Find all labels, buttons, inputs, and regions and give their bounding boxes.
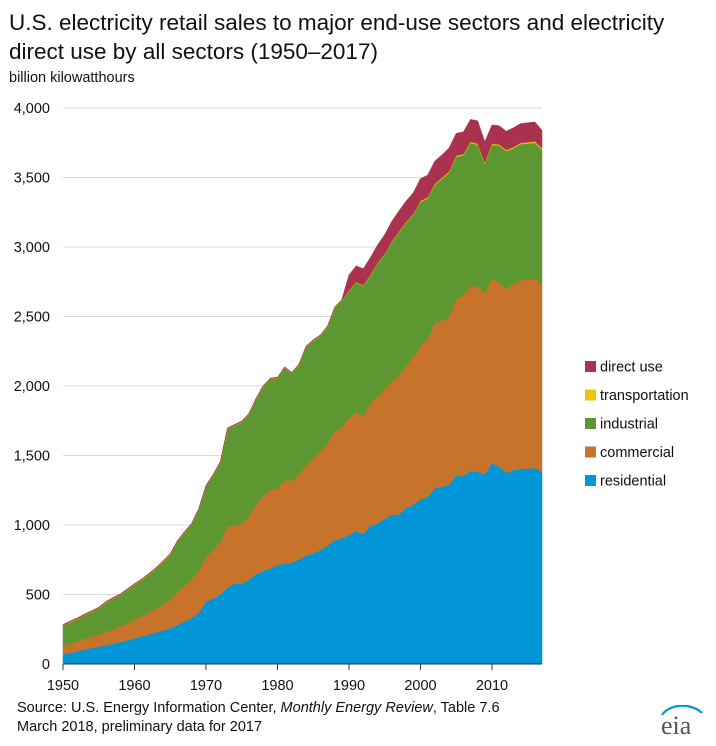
y-tick-label-3500: 3,500: [14, 171, 50, 187]
legend-swatch-commercial: [585, 446, 596, 458]
axes: [62, 663, 542, 670]
legend-label-transportation: transportation: [600, 388, 689, 404]
eia-logo: eia: [656, 704, 706, 744]
chart-title: U.S. electricity retail sales to major e…: [9, 10, 665, 64]
legend-label-industrial: industrial: [600, 417, 658, 433]
source-suffix: , Table 7.6: [432, 700, 500, 716]
eia-logo-swoosh: [661, 704, 703, 716]
x-tick-label-1990: 1990: [333, 678, 365, 694]
legend-swatch-residential: [585, 475, 596, 486]
eia-logo-icon: eia: [661, 704, 703, 740]
source-line-1: Source: U.S. Energy Information Center, …: [17, 699, 500, 718]
source-line-2: March 2018, preliminary data for 2017: [17, 719, 263, 735]
area-direct-use: [62, 119, 543, 626]
y-tick-label-1000: 1,000: [14, 518, 50, 534]
source-prefix: Source: U.S. Energy Information Center,: [17, 700, 281, 716]
source-publication: Monthly Energy Review: [280, 700, 433, 716]
y-tick-label-0: 0: [42, 657, 50, 673]
x-tick-label-2000: 2000: [404, 678, 436, 694]
legend-swatch-transportation: [585, 389, 596, 401]
x-tick-label-2010: 2010: [476, 678, 508, 694]
series-areas: [62, 119, 543, 665]
source-note: Source: U.S. Energy Information Center, …: [17, 699, 500, 737]
x-tick-label-1980: 1980: [261, 678, 293, 694]
x-tick-label-1950: 1950: [47, 678, 79, 694]
eia-logo-text: eia: [661, 711, 692, 739]
y-tick-label-3000: 3,000: [14, 240, 50, 256]
y-tick-label-500: 500: [26, 588, 50, 604]
legend: direct use transportation industrial commer…: [585, 360, 689, 490]
x-tick-labels: 1950 1960 1970 1980 1990 2000 2010: [47, 678, 508, 694]
y-tick-label-2500: 2,500: [14, 310, 50, 326]
y-tick-labels: 0 500 1,000 1,500 2,000 2,500 3,000 3,500 4,000: [14, 101, 50, 673]
x-tick-label-1970: 1970: [190, 678, 222, 694]
legend-swatch-direct-use: [585, 361, 596, 372]
legend-label-direct-use: direct use: [600, 360, 663, 376]
y-tick-label-1500: 1,500: [14, 449, 50, 465]
legend-swatch-industrial: [585, 418, 596, 429]
y-tick-label-4000: 4,000: [14, 101, 50, 117]
legend-label-commercial: commercial: [600, 445, 674, 461]
legend-label-residential: residential: [600, 474, 666, 490]
y-tick-label-2000: 2,000: [14, 379, 50, 395]
x-tick-label-1960: 1960: [118, 678, 150, 694]
y-axis-label: billion kilowatthours: [9, 70, 135, 86]
